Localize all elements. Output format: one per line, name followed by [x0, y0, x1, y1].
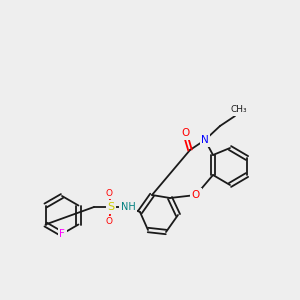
Text: CH₃: CH₃: [231, 106, 247, 115]
Text: N: N: [201, 135, 209, 145]
Text: S: S: [107, 202, 115, 212]
Text: O: O: [181, 128, 189, 138]
Text: O: O: [106, 218, 112, 226]
Text: NH: NH: [121, 202, 135, 212]
Text: O: O: [106, 188, 112, 197]
Text: F: F: [59, 229, 65, 239]
Text: O: O: [192, 190, 200, 200]
